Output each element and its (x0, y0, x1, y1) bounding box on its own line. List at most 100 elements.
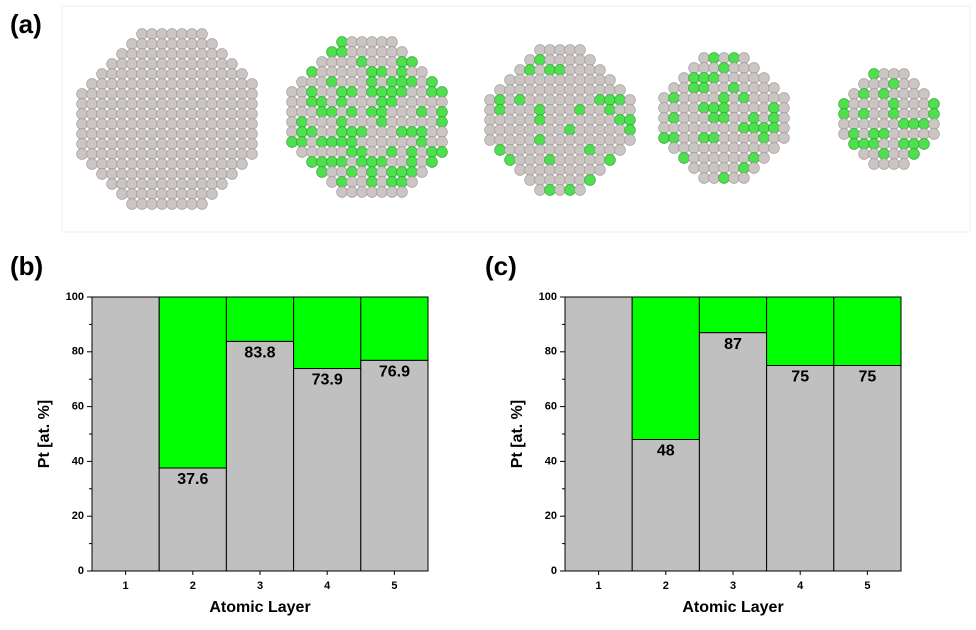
atom (87, 129, 98, 140)
atom (689, 153, 700, 164)
atom (207, 89, 218, 100)
atom (357, 147, 368, 158)
panel-label: (a) (10, 9, 42, 39)
atom (167, 119, 178, 130)
atom (585, 55, 596, 66)
atom (307, 87, 318, 98)
atom (669, 93, 680, 104)
atom (889, 159, 900, 170)
atom (97, 169, 108, 180)
atom (217, 159, 228, 170)
atom (909, 119, 920, 130)
atom (367, 67, 378, 78)
atom (337, 57, 348, 68)
atom (699, 143, 710, 154)
atom (495, 85, 506, 96)
atom (869, 119, 880, 130)
atom (739, 53, 750, 64)
atom (207, 169, 218, 180)
atom (367, 147, 378, 158)
atom (107, 69, 118, 80)
atom (535, 55, 546, 66)
atom (377, 127, 388, 138)
atom (679, 83, 690, 94)
atom (709, 173, 720, 184)
atom (167, 179, 178, 190)
atom (565, 125, 576, 136)
atom (147, 179, 158, 190)
atom (535, 95, 546, 106)
atom (117, 59, 128, 70)
atom (337, 37, 348, 48)
atom (187, 159, 198, 170)
atom (137, 69, 148, 80)
atom (515, 145, 526, 156)
atom (207, 159, 218, 170)
atom (585, 95, 596, 106)
atom (387, 77, 398, 88)
atom (127, 109, 138, 120)
atom (437, 107, 448, 118)
atom (505, 95, 516, 106)
atom (227, 109, 238, 120)
atom (859, 99, 870, 110)
atom (167, 39, 178, 50)
atom (739, 143, 750, 154)
atom (729, 163, 740, 174)
y-tick-label: 80 (72, 346, 84, 358)
atom (555, 155, 566, 166)
y-tick-label: 40 (72, 455, 84, 467)
atom (929, 109, 940, 120)
atom (565, 95, 576, 106)
atom (247, 109, 258, 120)
value-label: 48 (657, 443, 675, 460)
atom (849, 89, 860, 100)
atom (689, 133, 700, 144)
atom (337, 47, 348, 58)
atom (515, 135, 526, 146)
atom (197, 199, 208, 210)
atom (545, 95, 556, 106)
x-tick-label: 5 (391, 580, 397, 592)
atom (157, 149, 168, 160)
atom (849, 119, 860, 130)
atom (87, 99, 98, 110)
atom (137, 99, 148, 110)
atom (769, 133, 780, 144)
atom (555, 85, 566, 96)
value-label: 87 (724, 336, 742, 353)
atom (859, 149, 870, 160)
atom (177, 39, 188, 50)
atom (137, 179, 148, 190)
atom (719, 133, 730, 144)
atom (237, 69, 248, 80)
atom (157, 89, 168, 100)
atom (709, 113, 720, 124)
atom (207, 49, 218, 60)
atom (417, 127, 428, 138)
atom (739, 83, 750, 94)
atom (217, 139, 228, 150)
atom (157, 139, 168, 150)
atom (709, 83, 720, 94)
atom (679, 103, 690, 114)
atom (669, 83, 680, 94)
atom (377, 57, 388, 68)
bar-segment (565, 297, 632, 571)
atom (669, 123, 680, 134)
atom (495, 135, 506, 146)
atom (849, 139, 860, 150)
atom (879, 69, 890, 80)
atom (157, 99, 168, 110)
atom (407, 177, 418, 188)
atom (207, 69, 218, 80)
atom (397, 47, 408, 58)
atom (357, 167, 368, 178)
atom (247, 79, 258, 90)
atom (769, 83, 780, 94)
atom (237, 139, 248, 150)
atom (397, 157, 408, 168)
atom (729, 93, 740, 104)
atom (919, 119, 930, 130)
atom (337, 117, 348, 128)
